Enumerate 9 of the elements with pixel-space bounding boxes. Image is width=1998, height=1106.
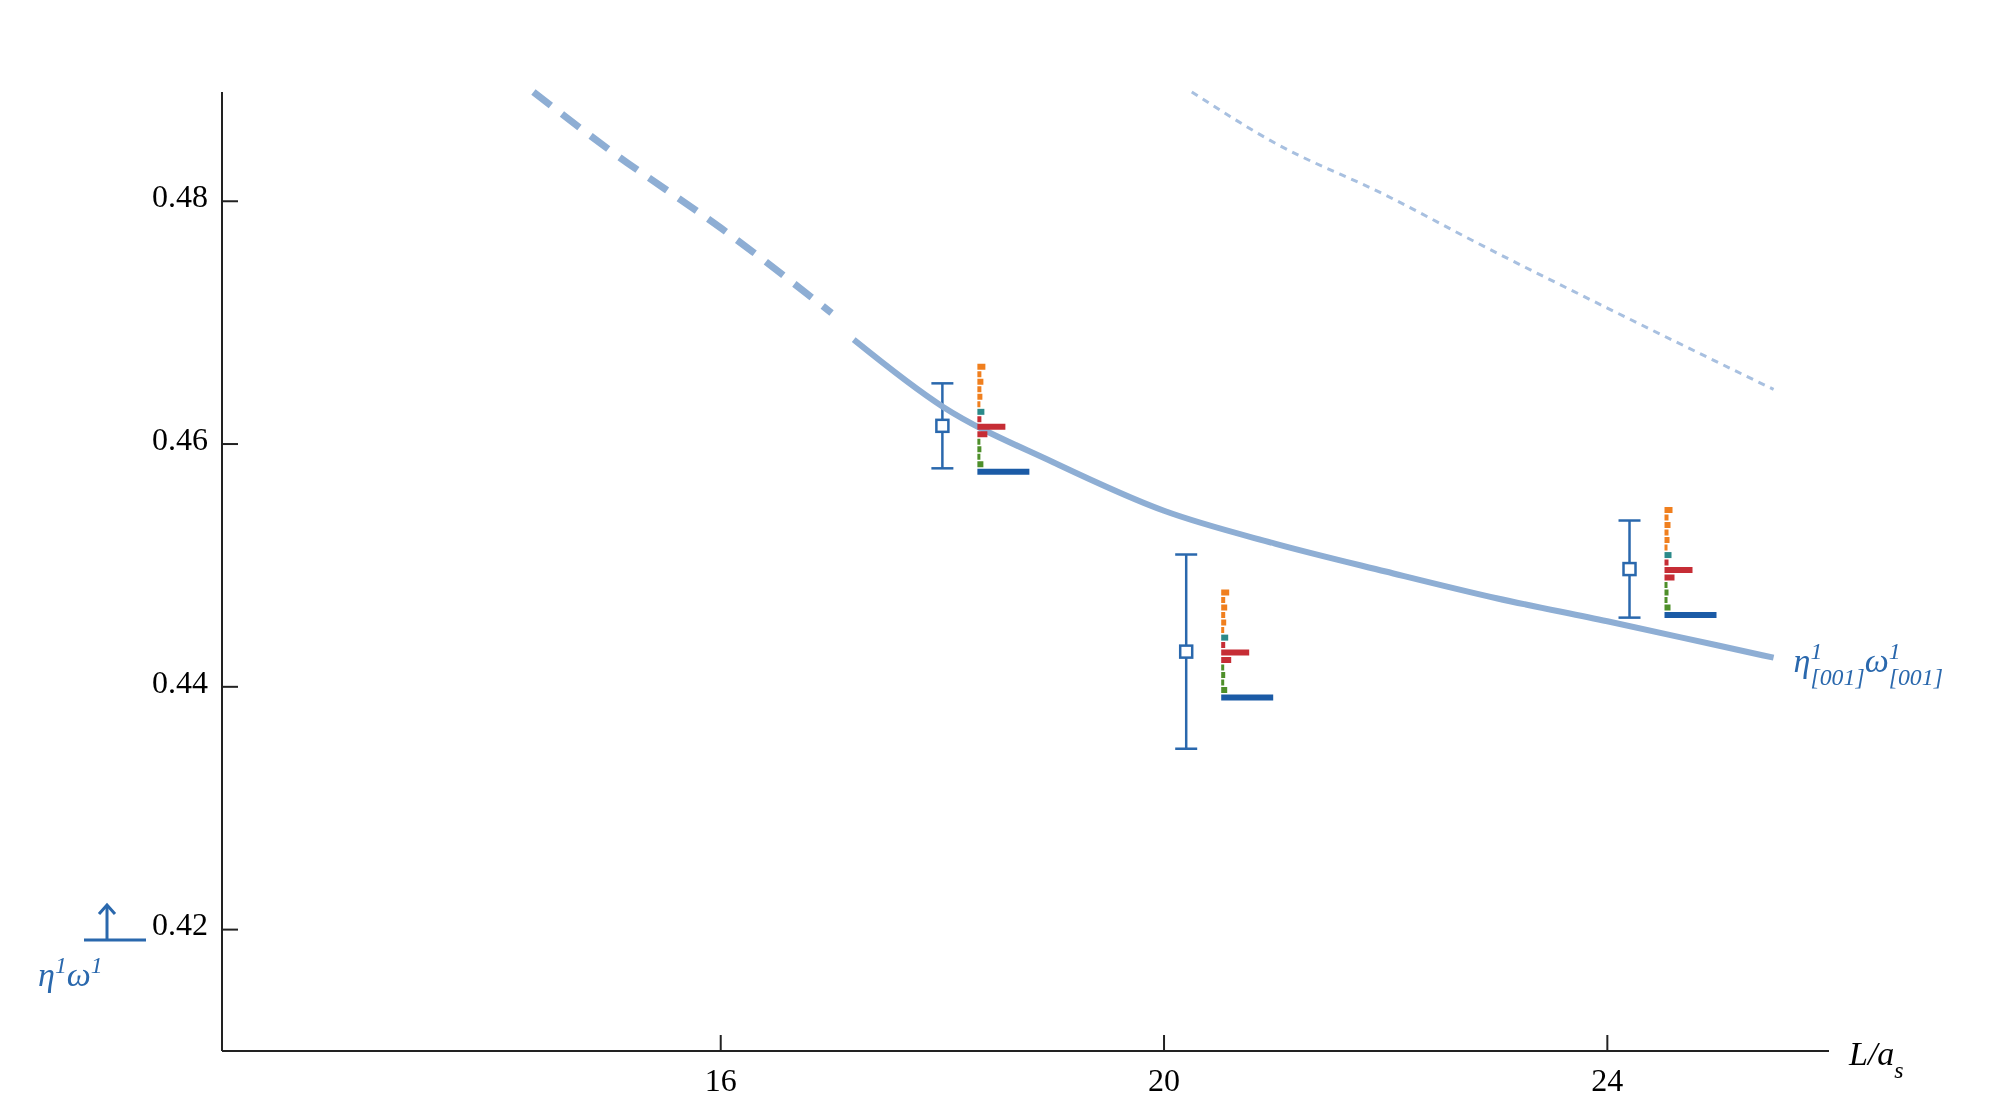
y-tick-label: 0.42 — [152, 906, 208, 943]
y-tick-label: 0.44 — [152, 663, 208, 700]
x-tick-label: 16 — [704, 1062, 737, 1098]
text: η$^{1}$ω$^{1}$ — [38, 952, 103, 993]
y-tick-label: 0.48 — [152, 178, 208, 214]
x-tick-label: 20 — [1148, 1062, 1181, 1098]
y-tick-label: 0.46 — [152, 420, 208, 457]
x-tick-label: 24 — [1591, 1062, 1624, 1098]
x-axis-title: L/a$_{s}$ — [1848, 1035, 1904, 1083]
